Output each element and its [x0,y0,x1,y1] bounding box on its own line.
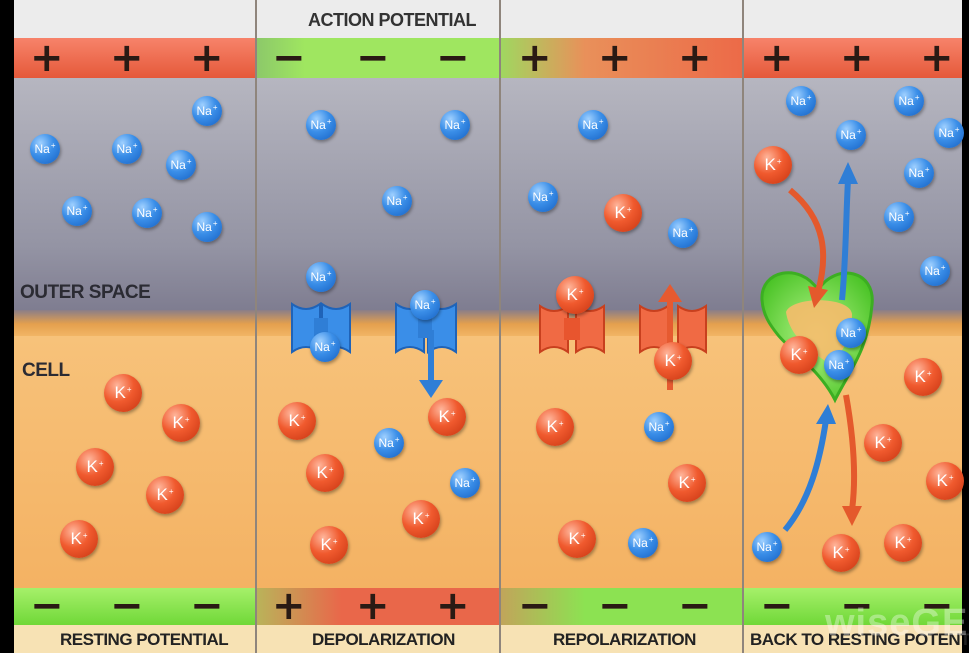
bottom-charge-sign: − [30,583,64,629]
diagram-title: ACTION POTENTIAL [308,10,477,30]
top-charge-sign: − [272,35,306,81]
bottom-charge-sign: − [920,583,954,629]
potassium-channel-closed [539,304,605,354]
potassium-ion: K + [104,374,142,412]
sodium-ion: Na + [382,186,412,216]
bottom-charge-sign: + [356,583,390,629]
sodium-ion: Na + [668,218,698,248]
potassium-ion: K + [162,404,200,442]
sodium-ion: Na + [62,196,92,226]
sodium-influx-arrow [419,330,443,398]
potassium-ion: K + [536,408,574,446]
sodium-ion: Na + [112,134,142,164]
caption-repolarization: REPOLARIZATION [553,630,696,649]
top-charge-sign: + [840,35,874,81]
top-charge-sign: − [356,35,390,81]
potassium-ion: K + [60,520,98,558]
potassium-ion: K + [558,520,596,558]
bottom-charge-sign: − [760,583,794,629]
potassium-out-arrow [842,394,862,526]
caption-depolarization: DEPOLARIZATION [312,630,455,649]
bottom-charge-sign: + [436,583,470,629]
sodium-ion: Na + [904,158,934,188]
sodium-in-arrow [782,404,836,532]
sodium-ion: Na + [920,256,950,286]
bottom-charge-sign: − [678,583,712,629]
sodium-ion: Na + [192,212,222,242]
bottom-charge-sign: − [840,583,874,629]
sodium-ion: Na + [528,182,558,212]
outer-space-label: OUTER SPACE [20,282,151,303]
potassium-ion: K + [780,336,818,374]
caption-resting-potential: RESTING POTENTIAL [60,630,229,649]
bottom-charge-sign: + [272,583,306,629]
top-charge-sign: + [30,35,64,81]
sodium-ion: Na + [166,150,196,180]
sodium-ion: Na + [934,118,964,148]
potassium-ion: K + [146,476,184,514]
top-charge-sign: + [598,35,632,81]
sodium-ion: Na + [374,428,404,458]
sodium-ion: Na + [192,96,222,126]
sodium-ion: Na + [836,318,866,348]
top-charge-sign: − [436,35,470,81]
sodium-ion: Na + [30,134,60,164]
sodium-ion: Na + [884,202,914,232]
potassium-ion: K + [306,454,344,492]
sodium-ion: Na + [824,350,854,380]
top-charge-sign: + [678,35,712,81]
bottom-charge-sign: − [598,583,632,629]
potassium-ion: K + [278,402,316,440]
potassium-in-arrow [788,187,828,308]
watermark-logo: wiseGEEK [825,602,969,644]
top-charge-sign: + [518,35,552,81]
potassium-ion: K + [428,398,466,436]
top-charge-sign: + [190,35,224,81]
sodium-ion: Na + [450,468,480,498]
bottom-charge-sign: − [110,583,144,629]
sodium-ion: Na + [306,262,336,292]
sodium-ion: Na + [578,110,608,140]
potassium-channel-open [639,304,707,354]
sodium-ion: Na + [752,532,782,562]
sodium-out-arrow [838,162,858,301]
sodium-ion: Na + [440,110,470,140]
potassium-ion: K + [864,424,902,462]
top-charge-sign: + [110,35,144,81]
potassium-ion: K + [402,500,440,538]
cell-label: CELL [22,360,70,381]
potassium-ion: K + [904,358,942,396]
sodium-ion: Na + [786,86,816,116]
sodium-ion: Na + [410,290,440,320]
potassium-ion: K + [604,194,642,232]
potassium-ion: K + [76,448,114,486]
sodium-ion: Na + [836,120,866,150]
potassium-ion: K + [668,464,706,502]
sodium-ion: Na + [310,332,340,362]
potassium-ion: K + [822,534,860,572]
sodium-ion: Na + [306,110,336,140]
bottom-charge-sign: − [190,583,224,629]
sodium-ion: Na + [894,86,924,116]
potassium-ion: K + [754,146,792,184]
sodium-ion: Na + [644,412,674,442]
top-charge-sign: + [920,35,954,81]
potassium-ion: K + [654,342,692,380]
sodium-ion: Na + [628,528,658,558]
top-charge-sign: + [760,35,794,81]
bottom-charge-sign: − [518,583,552,629]
potassium-ion: K + [884,524,922,562]
potassium-ion: K + [556,276,594,314]
caption-back-to-resting-potential: BACK TO RESTING POTENTIAL [750,630,969,649]
sodium-ion: Na + [132,198,162,228]
potassium-ion: K + [310,526,348,564]
potassium-ion: K + [926,462,964,500]
